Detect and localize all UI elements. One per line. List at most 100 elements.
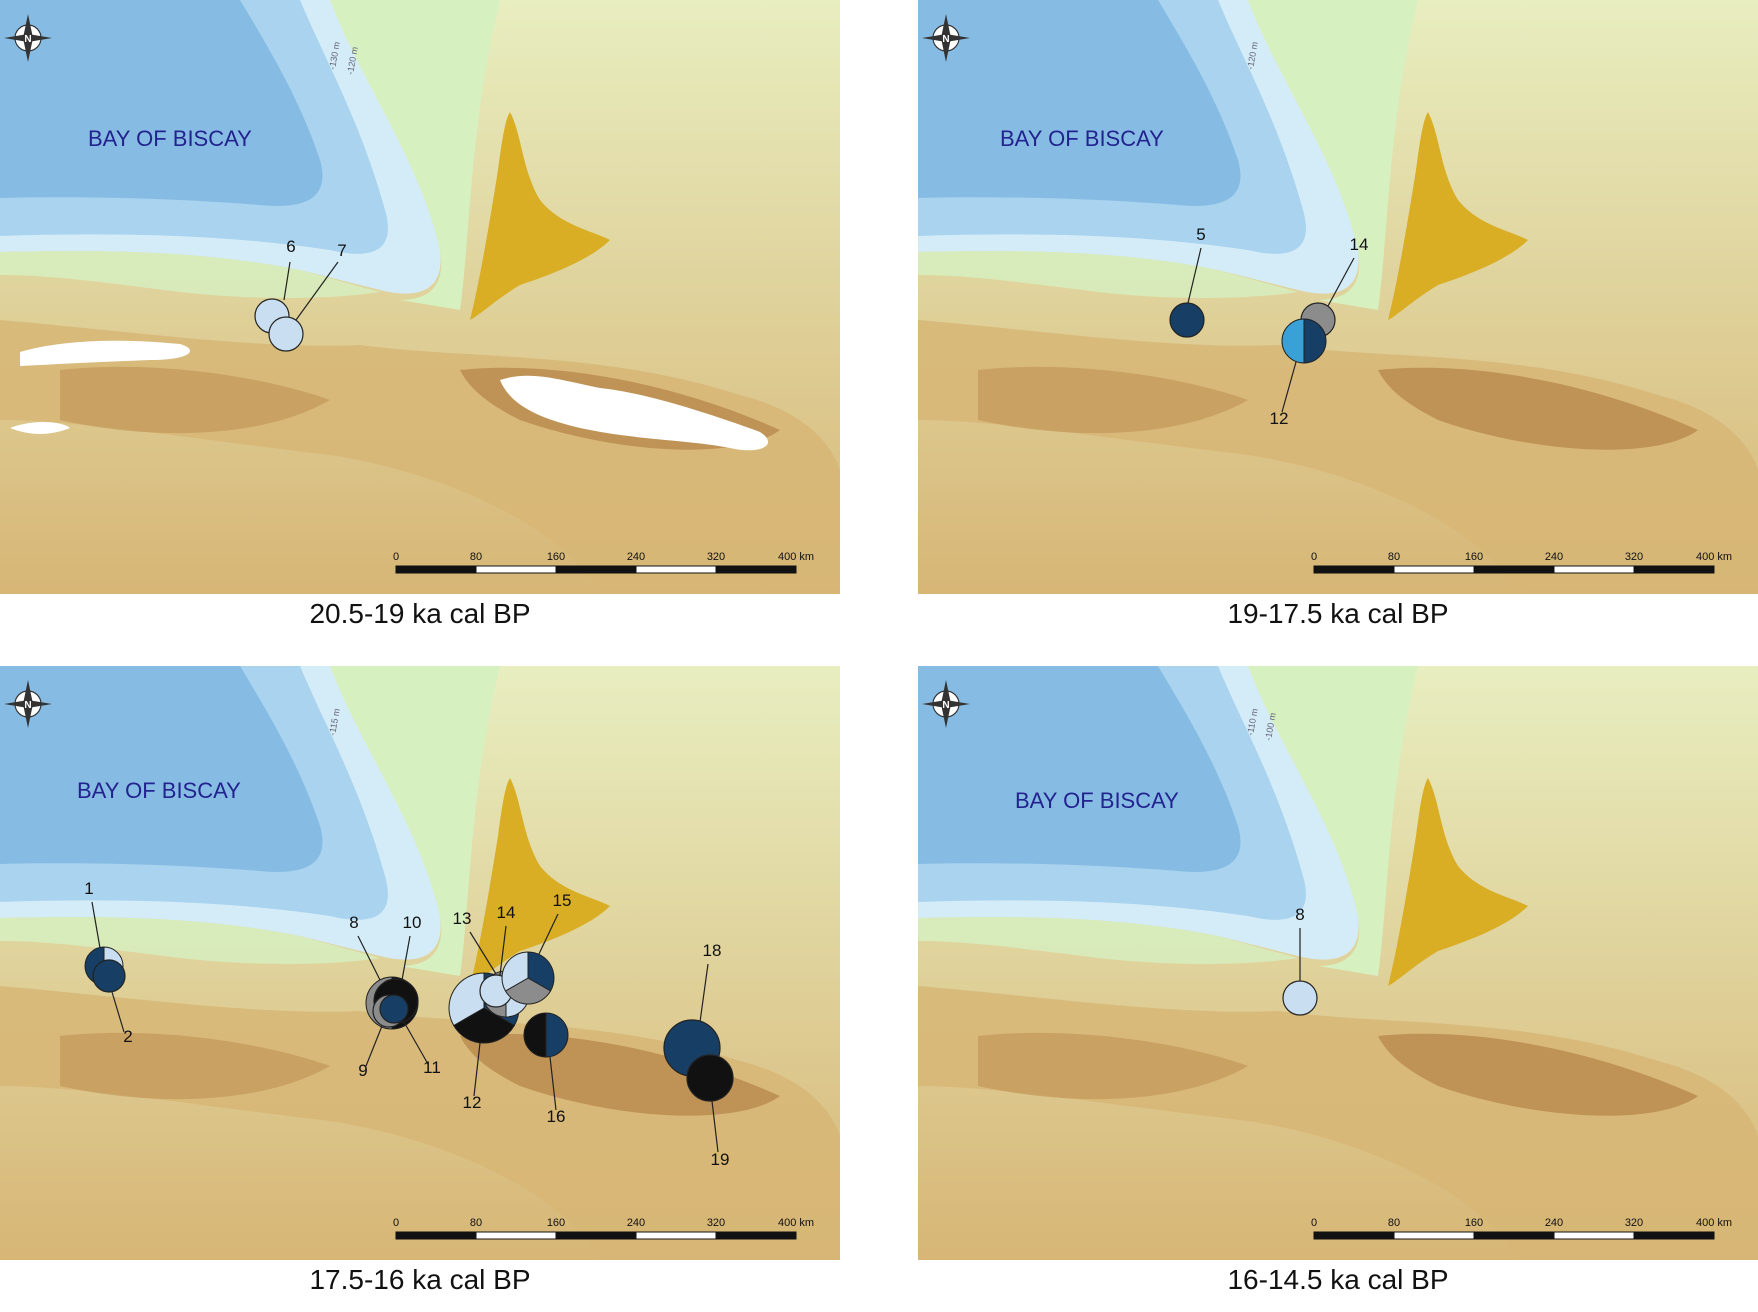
pyrenees-high-relief [1378,367,1698,450]
site-label: 18 [703,941,722,960]
scale-bar-segment [555,565,637,574]
leader-line [91,901,101,949]
scale-bar-segment [1313,1231,1395,1240]
isobath-label: -120 m [1245,41,1260,70]
isobath-label: -110 m [1245,708,1260,737]
leader-line [549,1056,557,1111]
site-label: 8 [349,913,358,932]
site-circle [379,994,409,1024]
deep-sea [0,0,323,206]
landes-sand-field [1388,112,1528,320]
map-2: N BAY OF BISCAY -120 m 0 80 160 240 320 400 km 5 1… [918,0,1758,594]
scale-bar-segment [1553,1231,1635,1240]
scale-bar-tick-label: 240 [627,1217,645,1229]
exposed-shelf [1248,666,1418,976]
isobath-label: -120 m [345,46,360,75]
site-label: 9 [358,1061,367,1080]
site-label: 8 [1295,905,1304,924]
site-label: 14 [497,903,516,922]
site-circle [268,316,304,352]
cantabrian-relief [60,1032,330,1100]
scale-bar-tick-label: 400 km [1696,551,1732,563]
leader-line [473,1042,481,1097]
scale-bar-tick-label: 80 [470,1217,482,1229]
site-label: 13 [453,909,472,928]
site-marker-8: 8 [1282,905,1318,1016]
scale-bar-segment [1473,565,1555,574]
site-label: 15 [553,891,572,910]
scale-bar-tick-label: 320 [1625,551,1643,563]
scale-bar-segment [395,565,477,574]
cantabrian-relief [978,1032,1248,1100]
site-label: 10 [403,913,422,932]
panel-caption-4: 16-14.5 ka cal BP [1227,1264,1449,1295]
scale-bar-tick-label: 80 [1388,1217,1400,1229]
scale-bar-segment [395,1231,477,1240]
panel-caption-2: 19-17.5 ka cal BP [1227,598,1449,629]
site-label: 14 [1350,235,1369,254]
leader-line [357,935,381,981]
scale-bar-segment [715,1231,797,1240]
site-pie-slice [448,972,485,1027]
scale-bar-tick-label: 80 [470,551,482,563]
deep-sea [918,666,1241,872]
scale-bar-segment [475,1231,557,1240]
scale-bar-tick-label: 0 [1311,551,1317,563]
scale-bar-tick-label: 80 [1388,551,1400,563]
pyrenees-high-relief [1378,1033,1698,1116]
site-label: 12 [463,1093,482,1112]
leader-line [1327,257,1355,307]
site-label: 7 [337,241,346,260]
site-marker-7: 7 [268,241,347,352]
scale-bar-tick-label: 240 [1545,551,1563,563]
scale-bar-segment [1473,1231,1555,1240]
site-pie-slice [501,951,529,992]
isobath-label: -130 m [327,41,342,70]
scale-bar-tick-label: 160 [547,1217,565,1229]
sea-label: BAY OF BISCAY [88,126,252,151]
leader-line [111,991,125,1033]
scale-bar-tick-label: 240 [627,551,645,563]
coastal-plain [0,917,380,964]
leader-line [1187,247,1202,304]
scale-bar-segment [715,565,797,574]
sea-label: BAY OF BISCAY [1000,126,1164,151]
scale-bar: 0 80 160 240 320 400 km [393,1217,814,1240]
scale-bar-tick-label: 320 [1625,1217,1643,1229]
leader-line [365,1025,383,1067]
scale-bar-tick-label: 160 [547,551,565,563]
panel-caption-3: 17.5-16 ka cal BP [309,1264,531,1295]
map-panel-4: N BAY OF BISCAY -110 m -100 m 0 80 160 240 320 40… [918,666,1758,1260]
leader-line [537,913,559,957]
scale-bar-segment [1313,565,1395,574]
scale-bar-tick-label: 400 km [1696,1217,1732,1229]
site-label: 1 [84,879,93,898]
map-panel-3: N BAY OF BISCAY -115 m 0 80 160 240 320 400 km 1 2… [0,666,840,1260]
scale-bar-tick-label: 160 [1465,1217,1483,1229]
scale-bar-segment [555,1231,637,1240]
site-label: 16 [547,1107,566,1126]
scale-bar-tick-label: 0 [393,551,399,563]
north-arrow-icon: N [4,14,52,62]
isobath-label: -100 m [1263,712,1278,741]
scale-bar-segment [1553,565,1635,574]
ice-patch [10,422,70,434]
scale-bar: 0 80 160 240 320 400 km [393,551,814,574]
site-marker-15: 15 [501,891,572,1005]
site-circle [92,959,126,993]
north-arrow-icon: N [4,680,52,728]
site-circle [686,1054,734,1102]
leader-line [711,1100,719,1153]
scale-bar-tick-label: 0 [393,1217,399,1229]
site-pie-slice [523,1012,547,1058]
landes-sand-field [1388,778,1528,986]
scale-bar-tick-label: 320 [707,551,725,563]
map-panel-1: N BAY OF BISCAY -130 m -120 m 0 80 160 240 320 40… [0,0,840,594]
site-label: 5 [1196,225,1205,244]
scale-bar-tick-label: 0 [1311,1217,1317,1229]
map-1: N BAY OF BISCAY -130 m -120 m 0 80 160 240 320 40… [0,0,840,594]
site-marker-11: 11 [379,994,441,1077]
coastal-plain [0,251,380,298]
scale-bar-segment [1393,565,1475,574]
